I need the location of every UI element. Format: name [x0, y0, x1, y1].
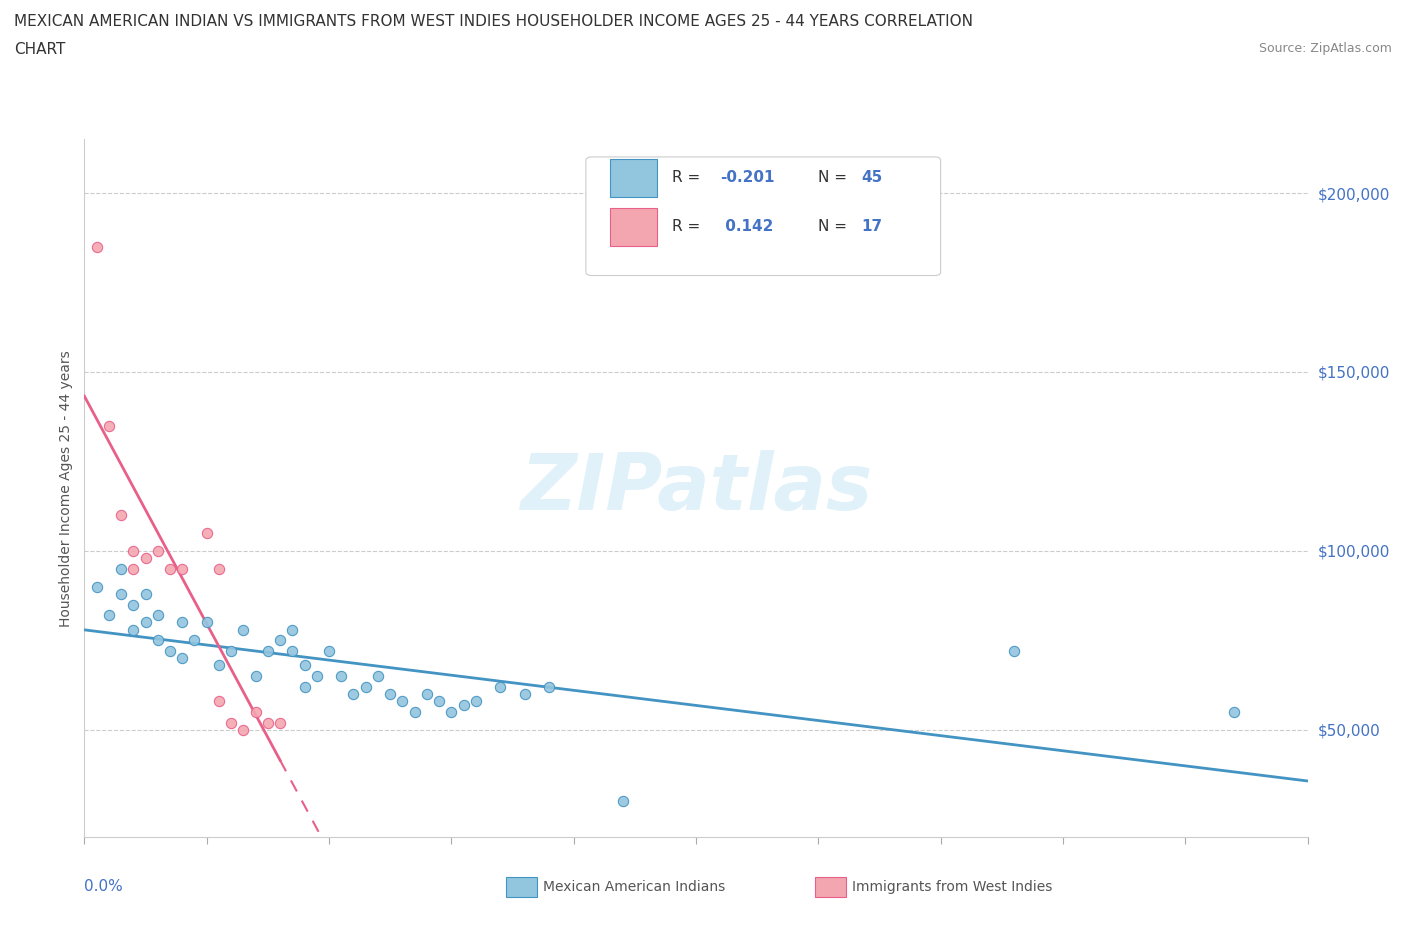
Point [172, 651, 194, 666]
Text: 17: 17 [860, 219, 882, 234]
Point [110, 586, 132, 601]
Point [219, 715, 242, 730]
Point [612, 794, 634, 809]
Point [232, 723, 254, 737]
Text: 0.142: 0.142 [720, 219, 773, 234]
Y-axis label: Householder Income Ages 25 - 44 years: Householder Income Ages 25 - 44 years [59, 350, 73, 627]
Point [464, 694, 486, 709]
Point [135, 551, 157, 565]
Point [305, 669, 328, 684]
Point [122, 597, 145, 612]
Text: R =: R = [672, 170, 704, 185]
Point [110, 562, 132, 577]
Point [122, 543, 145, 558]
Text: 0.0%: 0.0% [84, 879, 124, 894]
Point [195, 615, 218, 630]
Text: R =: R = [672, 219, 704, 234]
Bar [610, 159, 657, 197]
Point [342, 686, 364, 701]
Text: CHART: CHART [14, 42, 66, 57]
Point [219, 644, 242, 658]
Point [146, 608, 169, 623]
Point [245, 704, 267, 719]
FancyBboxPatch shape [586, 157, 941, 275]
Point [183, 632, 205, 647]
Point [453, 698, 475, 712]
Point [232, 622, 254, 637]
Point [159, 562, 181, 577]
Point [172, 615, 194, 630]
Point [354, 679, 377, 694]
Point [122, 622, 145, 637]
Point [208, 562, 231, 577]
Point [257, 715, 280, 730]
Text: Source: ZipAtlas.com: Source: ZipAtlas.com [1258, 42, 1392, 55]
Point [391, 694, 413, 709]
Text: 45: 45 [860, 170, 883, 185]
Point [86, 239, 108, 254]
Point [208, 658, 231, 672]
Point [294, 658, 316, 672]
Text: ZIPatlas: ZIPatlas [520, 450, 872, 526]
Point [195, 525, 218, 540]
Text: MEXICAN AMERICAN INDIAN VS IMMIGRANTS FROM WEST INDIES HOUSEHOLDER INCOME AGES 2: MEXICAN AMERICAN INDIAN VS IMMIGRANTS FR… [14, 14, 973, 29]
Point [416, 686, 439, 701]
Point [245, 669, 267, 684]
Text: N =: N = [818, 219, 852, 234]
Point [86, 579, 108, 594]
Point [330, 669, 353, 684]
Point [367, 669, 389, 684]
Point [146, 543, 169, 558]
Point [294, 679, 316, 694]
Point [440, 704, 463, 719]
Point [404, 704, 426, 719]
Point [318, 644, 340, 658]
Point [513, 686, 536, 701]
Point [489, 679, 512, 694]
Point [135, 615, 157, 630]
Text: Mexican American Indians: Mexican American Indians [543, 880, 725, 895]
Point [269, 632, 291, 647]
Text: Immigrants from West Indies: Immigrants from West Indies [852, 880, 1053, 895]
Point [146, 632, 169, 647]
Point [281, 644, 304, 658]
Point [159, 644, 181, 658]
Point [135, 586, 157, 601]
Point [1002, 644, 1025, 658]
Point [427, 694, 450, 709]
Bar [610, 207, 657, 246]
Point [1223, 704, 1246, 719]
Text: -0.201: -0.201 [720, 170, 775, 185]
Point [269, 715, 291, 730]
Point [122, 562, 145, 577]
Point [97, 608, 120, 623]
Point [257, 644, 280, 658]
Point [281, 622, 304, 637]
Point [172, 562, 194, 577]
Point [208, 694, 231, 709]
Point [380, 686, 402, 701]
Point [538, 679, 561, 694]
Point [110, 508, 132, 523]
Text: N =: N = [818, 170, 852, 185]
Point [97, 418, 120, 433]
